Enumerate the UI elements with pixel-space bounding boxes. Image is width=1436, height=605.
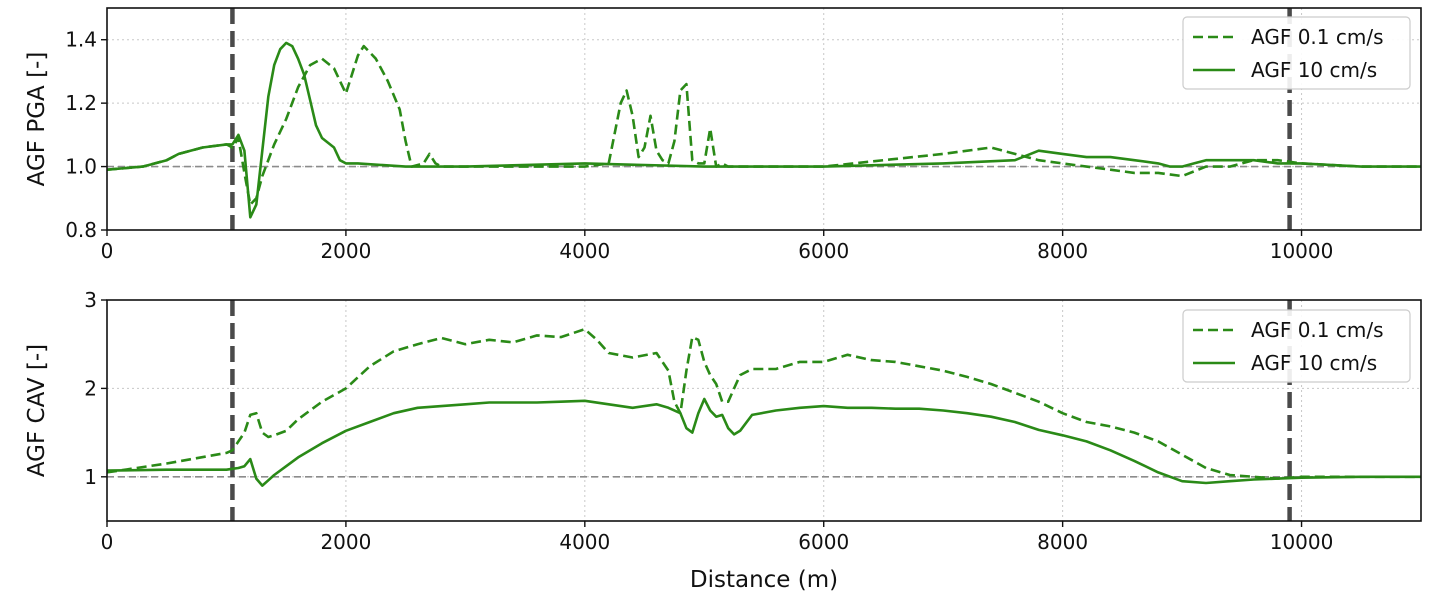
y-axis-label: AGF CAV [-] xyxy=(24,344,50,477)
x-tick-label: 6000 xyxy=(798,239,849,263)
axes-frame xyxy=(106,7,1422,231)
series-line-agf-0-1 xyxy=(107,327,1421,480)
y-tick-label: 1.4 xyxy=(65,28,97,52)
legend: AGF 0.1 cm/s AGF 10 cm/s xyxy=(1182,309,1411,383)
x-tick-label: 4000 xyxy=(559,530,610,554)
axes-frame xyxy=(106,299,1422,522)
legend-label: AGF 10 cm/s xyxy=(1251,351,1377,375)
x-tick-label: 0 xyxy=(101,530,114,554)
x-tick-label: 10000 xyxy=(1270,530,1334,554)
x-tick-label: 4000 xyxy=(559,239,610,263)
legend-label: AGF 0.1 cm/s xyxy=(1251,318,1384,342)
x-tick-label: 10000 xyxy=(1270,239,1334,263)
y-tick-label: 3 xyxy=(84,288,97,312)
legend: AGF 0.1 cm/s AGF 10 cm/s xyxy=(1182,16,1411,90)
series-line-agf-10 xyxy=(107,41,1421,219)
y-tick-label: 2 xyxy=(84,376,97,400)
legend-box xyxy=(1182,309,1411,383)
x-tick-label: 8000 xyxy=(1037,239,1088,263)
legend-box xyxy=(1182,16,1411,90)
legend-label: AGF 0.1 cm/s xyxy=(1251,25,1384,49)
x-tick-label: 6000 xyxy=(798,530,849,554)
x-tick-label: 2000 xyxy=(320,239,371,263)
y-axis-label: AGF PGA [-] xyxy=(24,52,50,187)
x-tick-label: 2000 xyxy=(320,530,371,554)
x-tick-label: 8000 xyxy=(1037,530,1088,554)
y-tick-label: 1.0 xyxy=(65,155,97,179)
chart-panel-1: 0 2000 4000 6000 8000 10000 0.8 1.0 1.2 1.4 AGF PG… xyxy=(24,7,1422,263)
y-tick-label: 0.8 xyxy=(65,218,97,242)
chart-panel-2: 0 2000 4000 6000 8000 10000 1 2 3 AGF CAV [-] Dist… xyxy=(24,288,1422,593)
legend-label: AGF 10 cm/s xyxy=(1251,58,1377,82)
y-tick-label: 1 xyxy=(84,465,97,489)
x-axis-label: Distance (m) xyxy=(690,567,838,593)
x-tick-label: 0 xyxy=(101,239,114,263)
y-tick-label: 1.2 xyxy=(65,91,97,115)
series-line-agf-0-1 xyxy=(107,44,1421,206)
series-line-agf-10 xyxy=(107,397,1421,487)
